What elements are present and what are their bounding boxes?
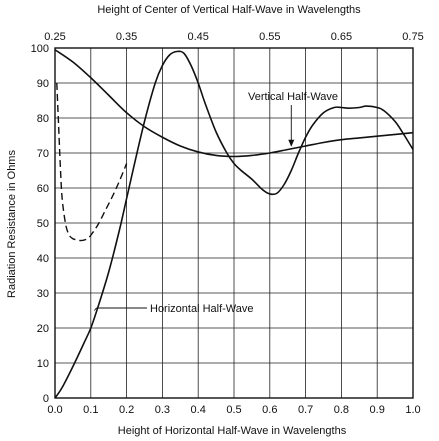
- vertical-half-wave-label: Vertical Half-Wave: [248, 91, 338, 103]
- top-x-tick-labels: 0.25 0.35 0.45 0.55 0.65 0.75: [44, 31, 423, 43]
- x-axis-title: Height of Horizontal Half-Wave in Wavele…: [118, 425, 347, 437]
- vertical-half-wave-arrowhead: [288, 139, 295, 147]
- plot-frame: [54, 47, 414, 399]
- y-tick-label: 50: [37, 218, 49, 230]
- y-tick-label: 90: [37, 78, 49, 90]
- top-x-tick-label: 0.35: [116, 31, 137, 43]
- y-tick-labels: 0 10 20 30 40 50 60 70 80 90 100: [31, 43, 49, 405]
- top-x-tick-label: 0.65: [331, 31, 352, 43]
- x-tick-label: 0.4: [191, 404, 206, 416]
- top-x-tick-label: 0.25: [44, 31, 65, 43]
- annotation-layer: Vertical Half-Wave Horizontal Half-Wave: [94, 91, 338, 315]
- x-tick-label: 0.6: [262, 404, 277, 416]
- top-x-tick-label: 0.45: [187, 31, 208, 43]
- x-tick-label: 0.3: [155, 404, 170, 416]
- x-tick-label: 0.2: [119, 404, 134, 416]
- x-tick-label: 0.5: [226, 404, 241, 416]
- x-tick-label: 0.9: [370, 404, 385, 416]
- y-tick-label: 30: [37, 288, 49, 300]
- grid-layer: [54, 47, 414, 399]
- y-tick-label: 70: [37, 148, 49, 160]
- horizontal-half-wave-curve: [54, 50, 414, 399]
- y-tick-label: 80: [37, 113, 49, 125]
- horizontal-half-wave-label: Horizontal Half-Wave: [150, 303, 254, 315]
- top-x-axis-title: Height of Center of Vertical Half-Wave i…: [97, 4, 361, 16]
- vertical-half-wave-curve: [54, 49, 414, 158]
- x-tick-label: 0.0: [47, 404, 62, 416]
- y-tick-label: 100: [31, 43, 49, 55]
- x-tick-label: 0.8: [334, 404, 349, 416]
- top-x-tick-label: 0.75: [402, 31, 423, 43]
- y-tick-label: 10: [37, 358, 49, 370]
- y-tick-label: 60: [37, 183, 49, 195]
- horizontal-half-wave-leader-tail: [94, 307, 97, 311]
- x-tick-labels: 0.0 0.1 0.2 0.3 0.4 0.5 0.6 0.7 0.8 0.9 1.0: [47, 404, 420, 416]
- x-tick-label: 0.7: [298, 404, 313, 416]
- x-tick-label: 1.0: [405, 404, 420, 416]
- y-tick-label: 20: [37, 323, 49, 335]
- horizontal-half-wave-dashed-curve: [56, 82, 128, 242]
- y-tick-label: 40: [37, 253, 49, 265]
- y-axis-title: Radiation Resistance in Ohms: [6, 150, 18, 298]
- x-tick-label: 0.1: [83, 404, 98, 416]
- top-x-tick-label: 0.55: [259, 31, 280, 43]
- series-layer: [54, 49, 414, 399]
- y-tick-label: 0: [43, 393, 49, 405]
